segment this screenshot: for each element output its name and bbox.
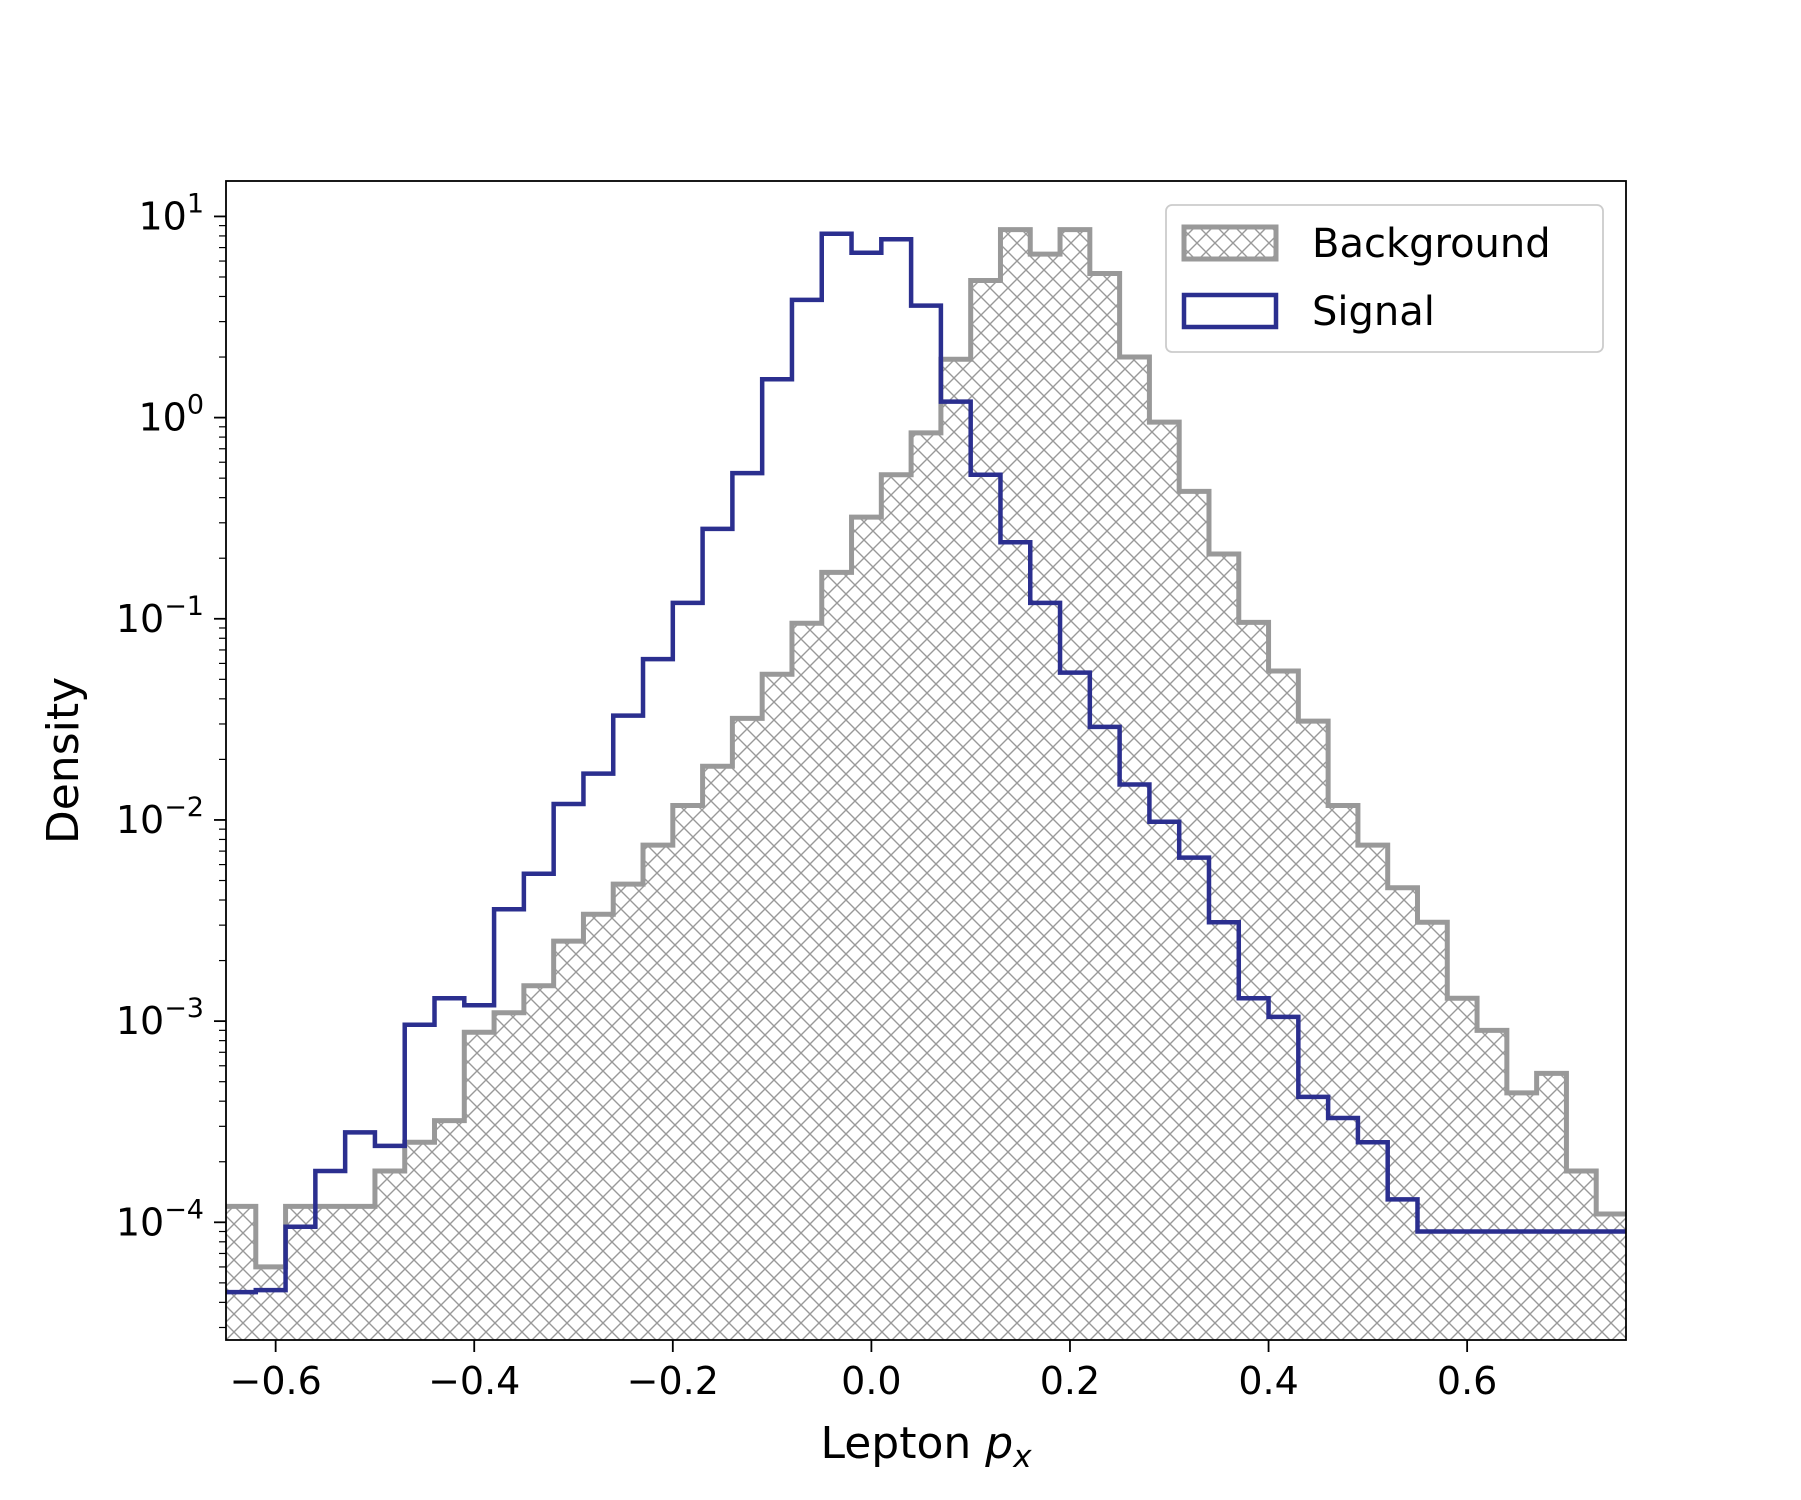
signal-histogram-line xyxy=(226,231,1626,1295)
legend-swatch-background xyxy=(1181,224,1279,262)
axes: −0.6 −0.4 −0.2 0.0 0.2 0.4 0.6 101 100 10−1 10−2 10… xyxy=(116,180,1627,1403)
legend-label: Background xyxy=(1312,221,1551,267)
x-tick-label: −0.2 xyxy=(627,1359,719,1403)
y-tick-label: 10−3 xyxy=(116,993,204,1043)
y-tick-label: 100 xyxy=(138,390,204,440)
x-tick-label: −0.6 xyxy=(230,1359,322,1403)
x-tick-label: 0.6 xyxy=(1437,1359,1497,1403)
y-tick-label: 101 xyxy=(138,188,204,238)
plot-area xyxy=(226,227,1626,1340)
x-tick-label: 0.0 xyxy=(841,1359,901,1403)
series-group xyxy=(226,227,1626,1340)
y-axis-label: Density xyxy=(38,677,89,844)
legend-swatch-signal xyxy=(1181,292,1279,330)
x-axis-label: Lepton px xyxy=(820,1418,1032,1475)
legend: Background Signal xyxy=(1165,204,1604,353)
legend-label: Signal xyxy=(1312,289,1435,335)
plot-frame xyxy=(225,180,1627,1341)
background-hatch-fill xyxy=(226,229,1626,1340)
x-tick-label: 0.2 xyxy=(1040,1359,1100,1403)
x-tick-label: −0.4 xyxy=(428,1359,520,1403)
y-tick-label: 10−4 xyxy=(116,1194,204,1244)
y-tick-label: 10−2 xyxy=(116,792,204,842)
x-tick-label: 0.4 xyxy=(1238,1359,1298,1403)
y-tick-label: 10−1 xyxy=(116,591,204,641)
